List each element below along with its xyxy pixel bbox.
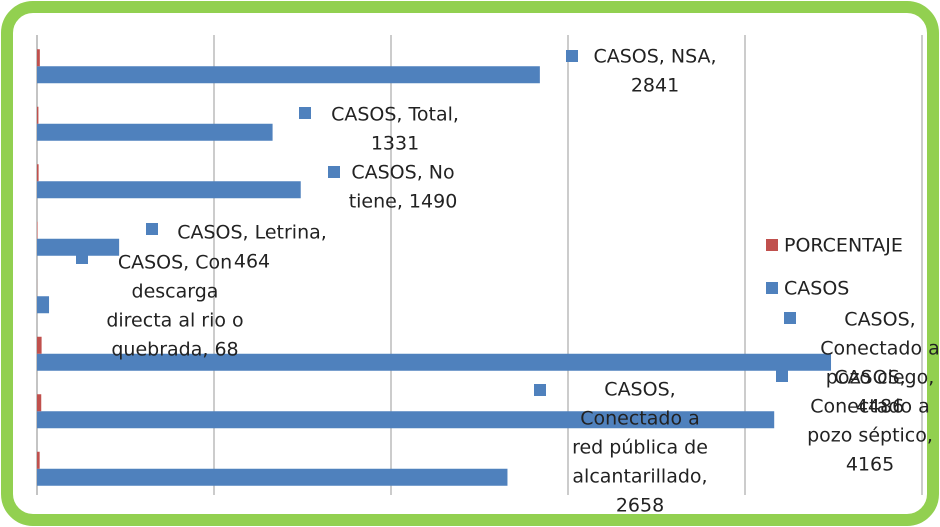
- data-label: 4165: [846, 454, 894, 476]
- bar: [37, 164, 39, 182]
- data-label: 4486: [856, 396, 904, 418]
- data-label-marker: [784, 312, 796, 324]
- data-label-marker: [566, 50, 578, 62]
- bar: [37, 123, 273, 141]
- bar: [37, 468, 508, 486]
- data-label: CASOS,: [844, 309, 915, 331]
- data-label: Conectado a: [820, 338, 940, 360]
- data-label: CASOS, NSA,: [593, 46, 716, 68]
- legend-swatch: [766, 239, 778, 251]
- bar: [37, 49, 40, 67]
- data-label: pozo ciego,: [826, 367, 934, 389]
- data-label: CASOS,: [834, 367, 905, 389]
- data-label-marker: [299, 107, 311, 119]
- data-label: red pública de: [572, 437, 708, 459]
- data-label: directa al rio o: [106, 310, 243, 332]
- data-label: pozo séptico,: [807, 425, 933, 447]
- bar: [37, 353, 832, 371]
- data-label: 2658: [616, 495, 664, 517]
- data-label: alcantarillado,: [572, 466, 707, 488]
- legend-label: CASOS: [784, 278, 849, 300]
- bar: [37, 106, 39, 124]
- data-label: CASOS, No: [351, 162, 454, 184]
- legend-swatch: [766, 282, 778, 294]
- data-label: 464: [234, 251, 270, 273]
- data-label: Conectado a: [580, 408, 700, 430]
- bar: [37, 411, 775, 429]
- data-label: CASOS, Letrina,: [177, 222, 327, 244]
- bar: [37, 66, 540, 84]
- data-label: CASOS,: [604, 379, 675, 401]
- bar: [37, 181, 301, 199]
- data-label: 1331: [371, 133, 419, 155]
- data-label-marker: [146, 223, 158, 235]
- bar: [37, 336, 42, 354]
- data-label: tiene, 1490: [349, 191, 458, 213]
- bar: [37, 238, 120, 256]
- data-label-marker: [76, 252, 88, 264]
- bar: [37, 296, 50, 314]
- bar: [37, 221, 38, 239]
- data-label-marker: [776, 370, 788, 382]
- data-label: descarga: [132, 281, 219, 303]
- bar: [37, 394, 42, 412]
- data-label: 2841: [631, 75, 679, 97]
- data-label: quebrada, 68: [111, 339, 238, 361]
- data-label-marker: [328, 166, 340, 178]
- data-label-marker: [534, 384, 546, 396]
- data-label: CASOS, Con: [118, 252, 232, 274]
- data-label: Conectado a: [810, 396, 930, 418]
- bar: [37, 451, 40, 469]
- legend-label: PORCENTAJE: [784, 235, 903, 257]
- data-label: CASOS, Total,: [331, 104, 459, 126]
